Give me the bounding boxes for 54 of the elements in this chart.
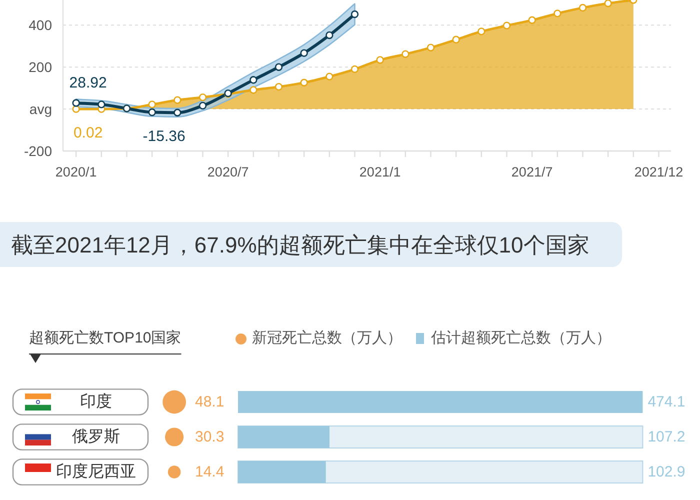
- point: [326, 31, 334, 40]
- point: [274, 82, 283, 91]
- x-tick-label: 2020/1: [55, 164, 97, 180]
- x-tick-label: 2021/1: [359, 164, 401, 180]
- point: [350, 10, 359, 18]
- point: [326, 72, 334, 80]
- point: [426, 44, 435, 52]
- point: [528, 16, 536, 24]
- data-label: 102.9: [648, 464, 686, 480]
- x-tick-label: 2021/12: [634, 164, 684, 180]
- data-label: 107.2: [648, 428, 686, 446]
- y-tick-label: 200: [28, 59, 52, 76]
- point: [174, 96, 182, 104]
- point: [174, 108, 182, 116]
- point: [350, 65, 359, 74]
- point: [300, 78, 308, 86]
- point: [478, 28, 486, 36]
- point: [250, 76, 258, 84]
- legend-label: 估计超额死亡总数（万人）: [430, 330, 611, 346]
- y-tick-label: avg: [29, 101, 52, 118]
- data-label: 0.02: [73, 124, 103, 142]
- point: [300, 49, 308, 57]
- chart-title: 截至2021年12月，67.9%的超额死亡集中在全球仅10个国家: [11, 232, 590, 258]
- x-tick-label: 2020/7: [207, 164, 249, 180]
- point: [98, 100, 106, 108]
- data-label: 48.1: [195, 394, 224, 410]
- point: [198, 102, 207, 110]
- point: [604, 0, 612, 8]
- point: [148, 100, 156, 108]
- point: [376, 56, 384, 64]
- point: [402, 50, 410, 58]
- y-tick-label: 400: [28, 17, 52, 34]
- data-label: 28.92: [69, 74, 107, 92]
- point: [72, 99, 80, 107]
- x-tick-label: 2021/7: [511, 164, 553, 180]
- point: [198, 93, 207, 102]
- point: [554, 10, 562, 18]
- point: [250, 86, 258, 94]
- data-label: -15.36: [142, 128, 186, 145]
- legend-label: 新冠死亡总数（万人）: [252, 330, 402, 346]
- point: [148, 108, 156, 116]
- data-label: 30.3: [195, 428, 224, 446]
- point: [502, 22, 511, 30]
- data-label: 14.4: [195, 464, 224, 480]
- point: [72, 105, 80, 113]
- y-tick-label: -200: [24, 143, 52, 159]
- y-axis-title: 超额死亡数TOP10国家: [29, 330, 182, 346]
- point: [274, 63, 283, 71]
- y-tick-label: 俄罗斯: [72, 428, 120, 446]
- data-label: 474.1: [648, 394, 686, 410]
- y-tick-label: 印度尼西亚: [56, 462, 136, 480]
- y-tick-label: 印度: [80, 392, 112, 410]
- point: [452, 36, 460, 44]
- point: [578, 4, 587, 12]
